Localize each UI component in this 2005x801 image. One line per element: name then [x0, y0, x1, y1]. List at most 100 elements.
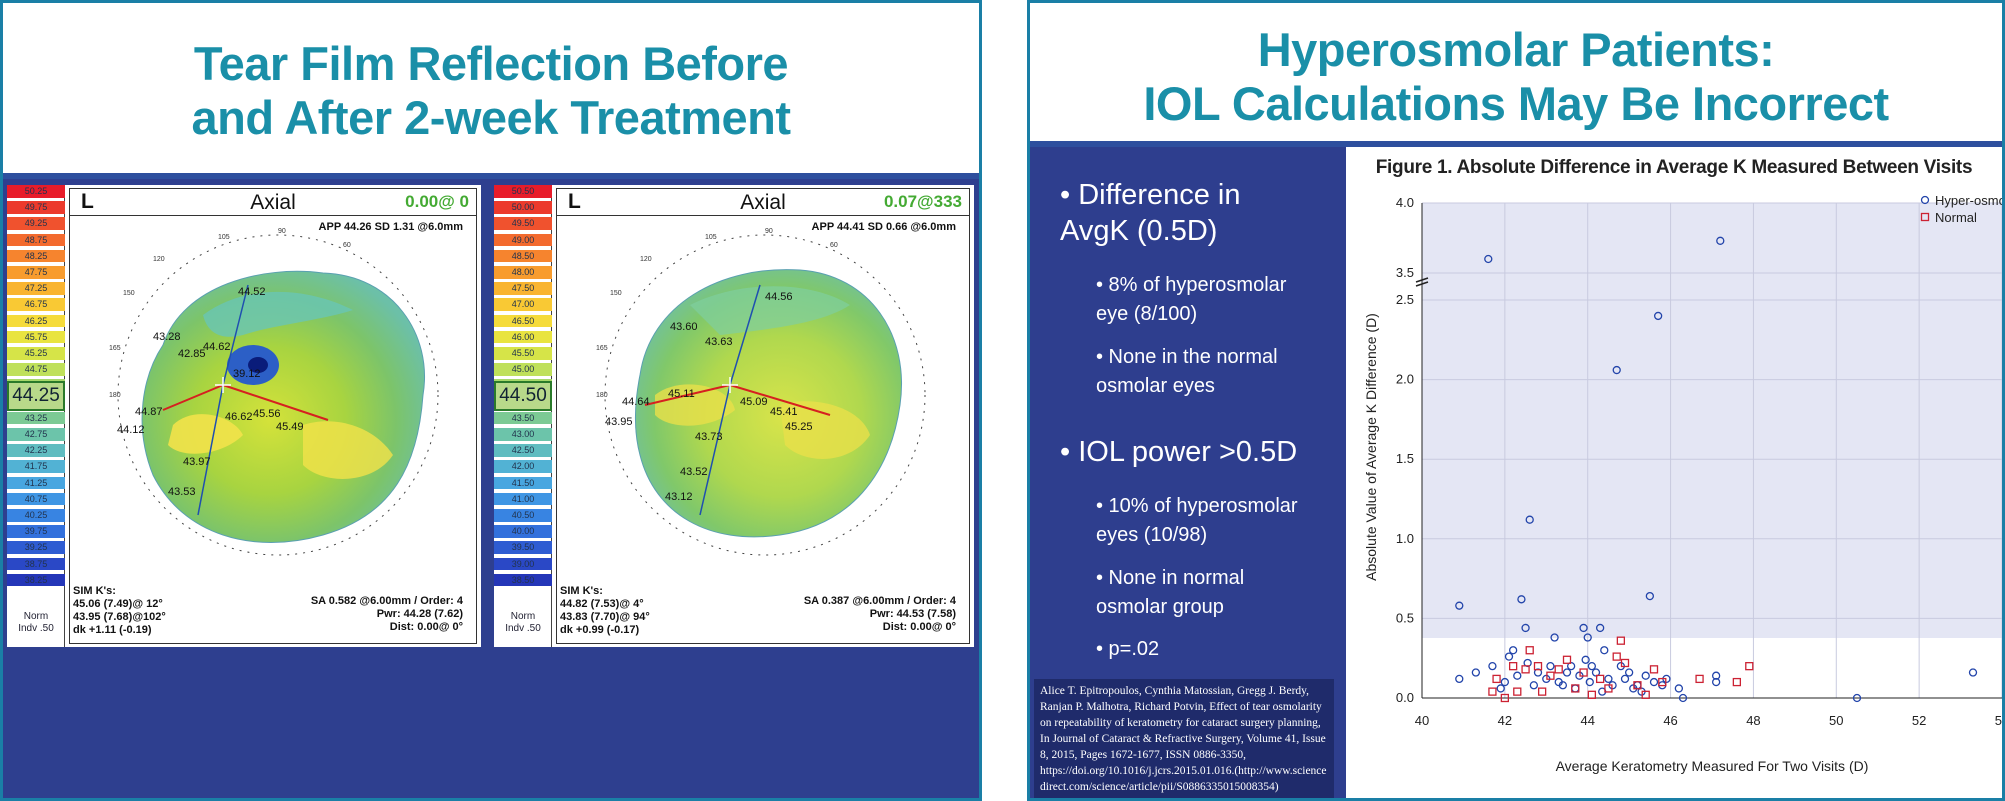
- scale-cell: 47.75: [7, 266, 65, 279]
- sim-label: SIM K's:: [560, 585, 603, 597]
- left-slide: Tear Film Reflection Before and After 2-…: [0, 0, 982, 801]
- scale-cell: 39.50: [494, 541, 552, 555]
- scale-cell: 42.50: [494, 444, 552, 457]
- normal-point: [1612, 652, 1621, 661]
- app-readout: APP 44.26 SD 1.31 @6.0mm: [318, 221, 463, 233]
- sim-label: SIM K's:: [73, 585, 116, 597]
- left-title-line-1: Tear Film Reflection Before: [193, 37, 789, 90]
- scale-cell: 45.25: [7, 347, 65, 360]
- scale-cell: 49.25: [7, 217, 65, 231]
- title-divider: [3, 173, 979, 179]
- normal-point: [1745, 662, 1754, 671]
- map-header: L Axial 0.07@333: [556, 188, 970, 216]
- bullet-item: • None in the normal: [1096, 346, 1278, 368]
- normal-point: [1533, 662, 1543, 671]
- scale-cell: 39.75: [7, 525, 65, 538]
- normal-point: [1546, 671, 1555, 680]
- plot-background-upper: [1422, 203, 2002, 638]
- scale-cell: 48.75: [7, 233, 65, 247]
- y-tick-label: 2.5: [1396, 292, 1414, 307]
- hyperosmolar-point: [1471, 668, 1481, 677]
- y-axis-label: Absolute Value of Average K Difference (…: [1363, 313, 1379, 581]
- hyperosmolar-point: [1513, 671, 1522, 680]
- k-value: 45.11: [668, 388, 695, 400]
- normal-point: [1500, 693, 1510, 703]
- right-slide-title: Hyperosmolar Patients: IOL Calculations …: [1030, 3, 2002, 141]
- hyperosmolar-point: [1711, 677, 1721, 687]
- chart-canvas: 40 42 44 46 48 50 52 54 0.0 0.5 1.0 1.5 2.0 2.5 3.5 4.…: [1363, 193, 2002, 774]
- map-mode: Axial: [740, 191, 786, 214]
- degree-label: 120: [153, 256, 165, 263]
- hyperosmolar-point: [1517, 595, 1526, 604]
- hyperosmolar-point: [1484, 254, 1493, 264]
- sim-k1: 44.82 (7.53)@ 4°: [560, 598, 644, 610]
- scale-cell: 46.50: [494, 314, 552, 328]
- hyperosmolar-point: [1500, 677, 1510, 687]
- scale-cell: 38.50: [494, 573, 552, 587]
- scale-cell: 50.50: [494, 185, 552, 198]
- scale-norm-label: Norm: [510, 611, 536, 622]
- y-tick-label: 3.5: [1396, 265, 1414, 280]
- x-tick-labels: 40 42 44 46 48 50 52 54: [1415, 713, 2002, 728]
- legend-marker-normal: [1920, 212, 1930, 222]
- scale-cell: 43.00: [494, 428, 552, 441]
- scale-cell: 45.75: [7, 330, 65, 344]
- right-title-line-2: IOL Calculations May Be Incorrect: [1143, 77, 1889, 130]
- map-header: L Axial 0.00@ 0: [69, 188, 477, 216]
- hyperosmolar-point: [1612, 365, 1621, 375]
- degree-label: 165: [596, 345, 608, 352]
- k-value: 39.12: [233, 368, 261, 380]
- bullet-item: • Difference in: [1060, 179, 1241, 211]
- k-value: 44.87: [135, 406, 163, 418]
- normal-point: [1595, 674, 1605, 684]
- bullet-panel: • Difference in AvgK (0.5D) • 8% of hype…: [1030, 147, 1346, 798]
- k-value: 44.62: [203, 341, 231, 353]
- k-value: 43.97: [183, 456, 211, 468]
- y-tick-label: 0.0: [1396, 690, 1414, 705]
- scatter-chart: Figure 1. Absolute Difference in Average…: [1346, 147, 2002, 798]
- normal-point: [1649, 665, 1659, 674]
- right-title-line-1: Hyperosmolar Patients:: [1257, 23, 1775, 76]
- scale-cell: 46.25: [7, 314, 65, 328]
- scale-cell: 42.00: [494, 460, 552, 474]
- x-tick-label: 40: [1415, 713, 1429, 728]
- sim-k-readout: SIM K's: 44.82 (7.53)@ 4° 43.83 (7.70)@ …: [560, 585, 650, 637]
- bullet-item: • IOL power >0.5D: [1060, 436, 1298, 468]
- k-value: 43.95: [605, 416, 633, 428]
- scale-cell: 39.25: [7, 541, 65, 555]
- hyperosmolar-point: [1455, 674, 1464, 684]
- scale-cell: 41.25: [7, 476, 65, 490]
- degree-label: 90: [278, 228, 286, 235]
- normal-point: [1513, 687, 1522, 696]
- y-tick-label: 1.0: [1396, 531, 1414, 546]
- hyperosmolar-point: [1674, 684, 1684, 693]
- x-tick-label: 54: [1995, 713, 2002, 728]
- k-value: 43.52: [680, 466, 708, 478]
- map-frame: [69, 188, 477, 644]
- scale-cell: 40.75: [7, 492, 65, 506]
- degree-label: 105: [705, 234, 717, 241]
- scale-cell: 45.50: [494, 347, 552, 360]
- dist-readout: Dist: 0.00@ 0°: [882, 621, 956, 633]
- x-tick-label: 44: [1580, 713, 1594, 728]
- hyperosmolar-point: [1546, 662, 1555, 671]
- k-value: 43.73: [695, 431, 723, 443]
- k-value: 43.53: [168, 486, 196, 498]
- scale-cell: 48.25: [7, 249, 65, 263]
- topography-after-panel: 50.50 50.00 49.50 49.00 48.50 48.00 47.50 47.00…: [494, 185, 974, 647]
- app-readout: APP 44.41 SD 0.66 @6.0mm: [811, 221, 956, 233]
- normal-point: [1508, 662, 1518, 671]
- hyperosmolar-point: [1624, 668, 1634, 677]
- legend-marker-hyperosmolar: [1920, 195, 1930, 205]
- hyperosmolar-point: [1649, 677, 1659, 687]
- scale-cell: 41.50: [494, 476, 552, 490]
- normal-point: [1633, 681, 1642, 690]
- normal-point: [1616, 636, 1626, 645]
- k-value: 43.63: [705, 336, 733, 348]
- degree-label: 105: [218, 234, 230, 241]
- k-value: 45.09: [740, 396, 768, 408]
- k-value: 43.12: [665, 491, 693, 503]
- scale-center-value: 44.50: [494, 381, 552, 411]
- normal-point: [1488, 687, 1497, 696]
- scale-cell: 49.75: [7, 201, 65, 214]
